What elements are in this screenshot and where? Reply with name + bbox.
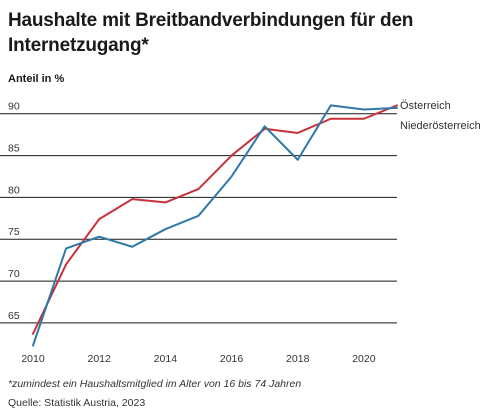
x-tick-label: 2014 bbox=[154, 353, 178, 365]
x-tick-label: 2010 bbox=[21, 353, 45, 365]
y-tick-label: 85 bbox=[8, 143, 20, 155]
x-tick-label: 2018 bbox=[286, 353, 310, 365]
y-tick-labels: 65 70 75 80 85 90 bbox=[8, 101, 20, 322]
y-tick-label: 75 bbox=[8, 226, 20, 238]
chart-title: Haushalte mit Breitbandverbindungen für … bbox=[8, 10, 414, 56]
x-tick-label: 2012 bbox=[88, 353, 112, 365]
source-note: Quelle: Statistik Austria, 2023 bbox=[8, 397, 146, 409]
y-tick-label: 70 bbox=[8, 268, 20, 280]
legend: Österreich Niederösterreich bbox=[400, 100, 481, 132]
series-line-oesterreich bbox=[32, 104, 398, 335]
y-tick-label: 65 bbox=[8, 310, 20, 322]
legend-entry: Niederösterreich bbox=[400, 120, 481, 132]
x-tick-label: 2020 bbox=[352, 353, 376, 365]
y-tick-label: 90 bbox=[8, 101, 20, 113]
footnote: *zumindest ein Haushaltsmitglied im Alte… bbox=[8, 378, 302, 390]
x-tick-labels: 2010 2012 2014 2016 2018 2020 bbox=[21, 353, 375, 365]
legend-entry: Österreich bbox=[400, 100, 451, 112]
grid-lines bbox=[0, 113, 397, 324]
y-axis-label: Anteil in % bbox=[8, 73, 65, 85]
series-lines bbox=[32, 104, 398, 347]
y-tick-label: 80 bbox=[8, 184, 20, 196]
series-line-niederoesterreich bbox=[32, 104, 398, 347]
x-tick-label: 2016 bbox=[220, 353, 244, 365]
